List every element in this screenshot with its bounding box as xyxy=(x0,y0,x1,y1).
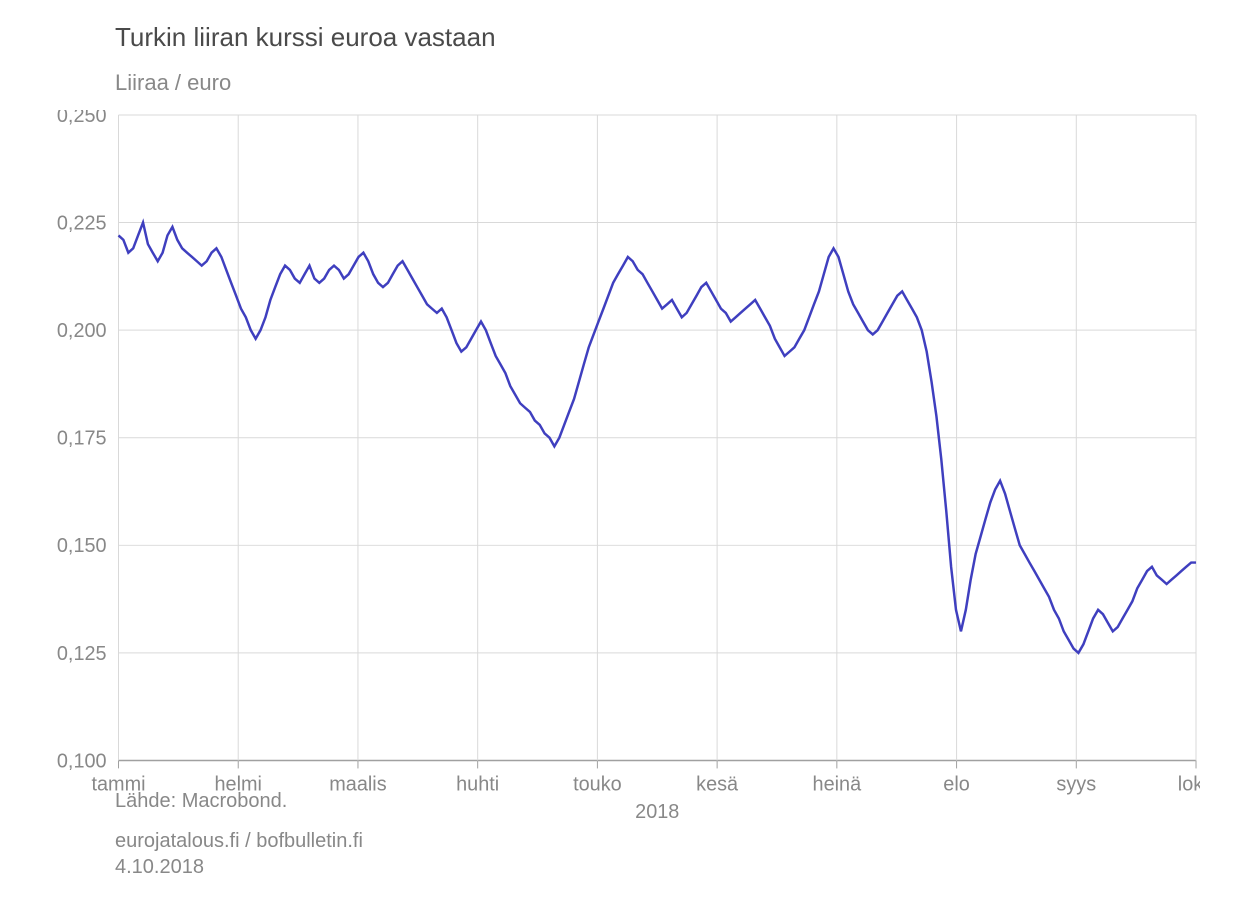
svg-text:maalis: maalis xyxy=(329,773,386,795)
chart-title: Turkin liiran kurssi euroa vastaan xyxy=(115,22,496,53)
svg-text:elo: elo xyxy=(943,773,970,795)
svg-text:kesä: kesä xyxy=(696,773,739,795)
footer-site: eurojatalous.fi / bofbulletin.fi xyxy=(115,830,363,853)
svg-text:heinä: heinä xyxy=(813,773,863,795)
plot-area: 0,1000,1250,1500,1750,2000,2250,250tammi… xyxy=(115,110,1200,760)
chart-svg: 0,1000,1250,1500,1750,2000,2250,250tammi… xyxy=(45,110,1200,830)
svg-text:0,250: 0,250 xyxy=(57,110,107,127)
svg-text:syys: syys xyxy=(1056,773,1096,795)
svg-text:loka: loka xyxy=(1178,773,1200,795)
svg-text:2018: 2018 xyxy=(635,801,679,823)
svg-text:huhti: huhti xyxy=(456,773,499,795)
svg-text:0,150: 0,150 xyxy=(57,535,107,557)
svg-text:0,200: 0,200 xyxy=(57,320,107,342)
chart-container: Turkin liiran kurssi euroa vastaan Liira… xyxy=(0,0,1246,905)
footer-date: 4.10.2018 xyxy=(115,856,204,879)
svg-text:touko: touko xyxy=(573,773,622,795)
source-text: Lähde: Macrobond. xyxy=(115,790,287,813)
y-axis-label: Liiraa / euro xyxy=(115,70,231,96)
svg-text:0,225: 0,225 xyxy=(57,213,107,235)
svg-text:0,175: 0,175 xyxy=(57,428,107,450)
svg-text:0,100: 0,100 xyxy=(57,750,107,772)
svg-text:0,125: 0,125 xyxy=(57,643,107,665)
